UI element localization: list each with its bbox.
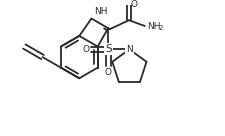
Text: O: O [105,68,112,77]
Text: O: O [82,45,89,54]
Text: N: N [126,45,133,54]
Text: 2: 2 [158,25,163,31]
Text: NH: NH [94,7,108,16]
Text: O: O [131,0,138,9]
Text: NH: NH [147,21,160,30]
Text: S: S [105,44,112,54]
